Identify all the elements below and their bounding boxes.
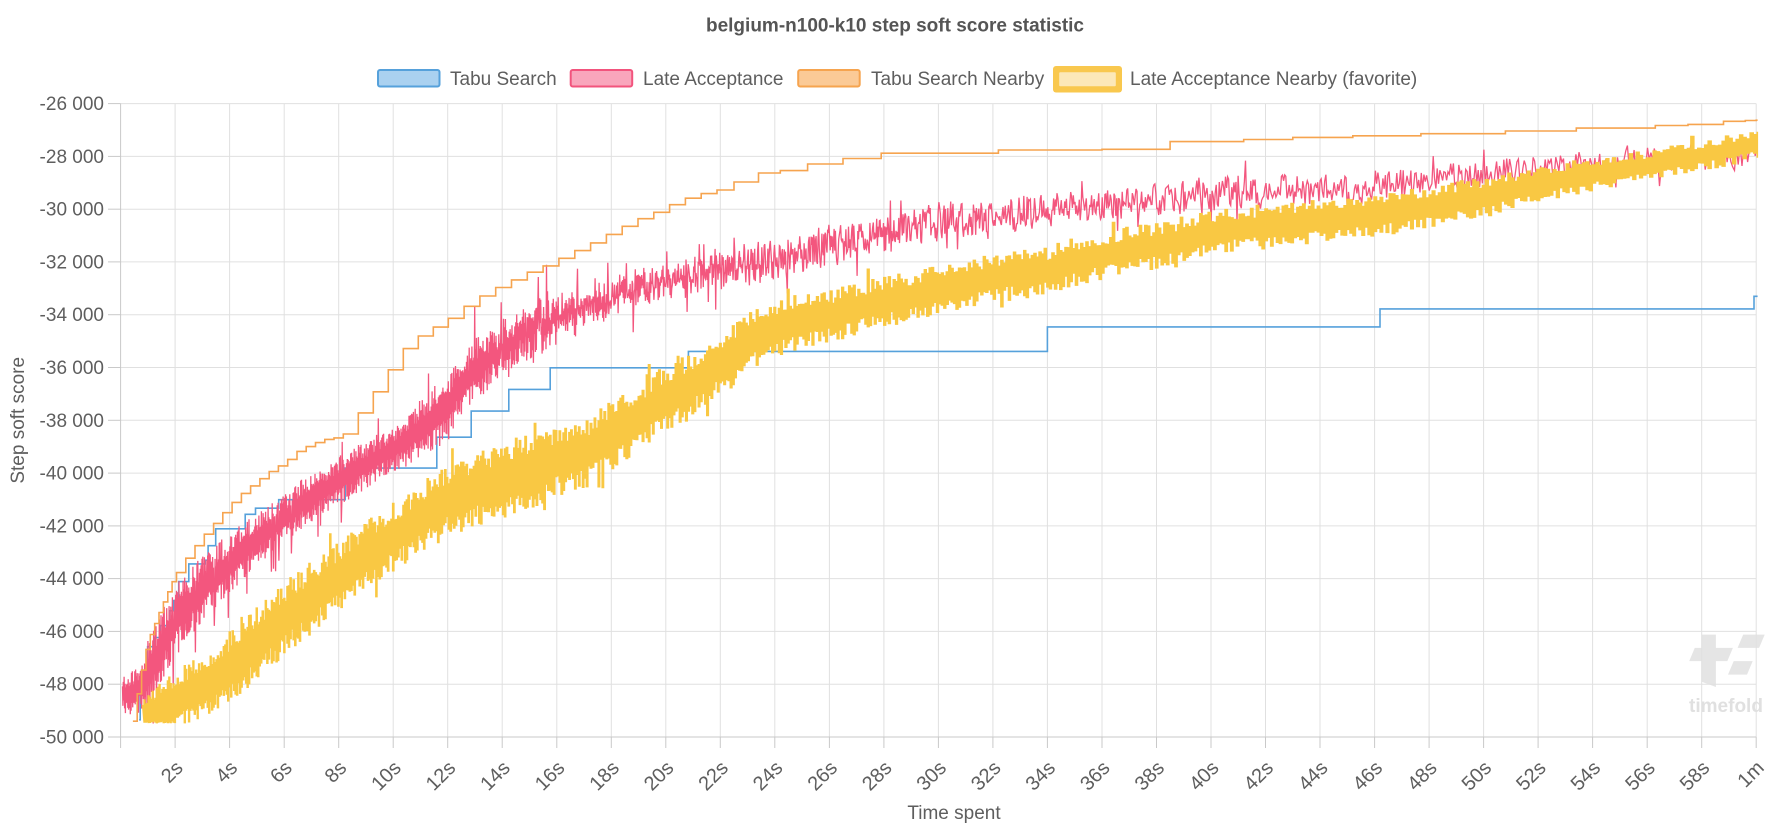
svg-text:-28 000: -28 000 [40,147,104,168]
svg-text:-36 000: -36 000 [40,358,104,379]
svg-text:Late Acceptance: Late Acceptance [643,69,784,90]
svg-text:-34 000: -34 000 [40,305,104,326]
svg-text:-30 000: -30 000 [40,200,104,221]
svg-text:Step soft score: Step soft score [8,357,29,484]
svg-text:timefold: timefold [1689,696,1763,717]
svg-text:-38 000: -38 000 [40,411,104,432]
svg-text:-44 000: -44 000 [40,569,104,590]
svg-text:Time spent: Time spent [907,803,1001,824]
svg-text:belgium-n100-k10 step soft sco: belgium-n100-k10 step soft score statist… [706,16,1084,37]
svg-text:Tabu Search Nearby: Tabu Search Nearby [871,69,1045,90]
svg-text:-42 000: -42 000 [40,516,104,537]
svg-text:-40 000: -40 000 [40,464,104,485]
svg-text:Late Acceptance Nearby (favori: Late Acceptance Nearby (favorite) [1130,69,1417,90]
svg-text:-48 000: -48 000 [40,675,104,696]
svg-text:-32 000: -32 000 [40,252,104,273]
svg-text:Tabu Search: Tabu Search [450,69,557,90]
svg-text:-50 000: -50 000 [40,728,104,749]
svg-text:-26 000: -26 000 [40,94,104,115]
svg-text:-46 000: -46 000 [40,622,104,643]
